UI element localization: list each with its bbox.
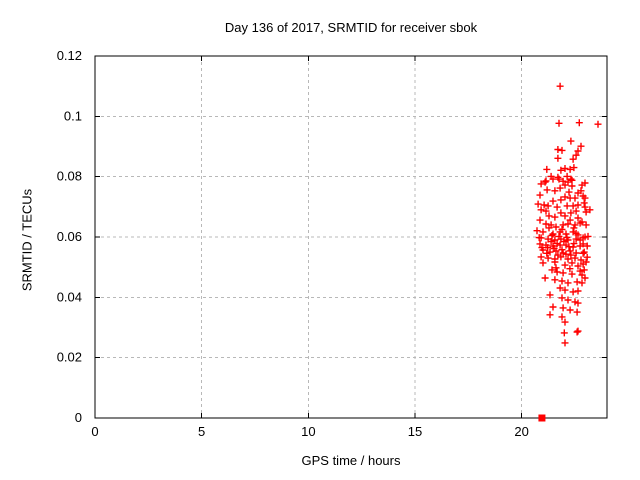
- svg-text:20: 20: [514, 424, 528, 439]
- axes-border: [94, 55, 608, 419]
- y-axis-label: SRMTID / TECUs: [19, 188, 35, 292]
- series-axis-flag: [538, 414, 546, 422]
- svg-text:0.06: 0.06: [57, 229, 82, 244]
- grid-lines: [95, 56, 607, 418]
- svg-text:5: 5: [198, 424, 205, 439]
- svg-text:0.12: 0.12: [57, 48, 82, 63]
- svg-text:0.1: 0.1: [64, 108, 82, 123]
- y-tick-labels: 0 0.02 0.04 0.06 0.08 0.1 0.12: [57, 48, 82, 425]
- svg-text:15: 15: [408, 424, 422, 439]
- svg-text:0.02: 0.02: [57, 350, 82, 365]
- svg-text:0.08: 0.08: [57, 169, 82, 184]
- svg-text:10: 10: [301, 424, 315, 439]
- svg-text:0.04: 0.04: [57, 289, 82, 304]
- x-axis-label: GPS time / hours: [301, 453, 401, 468]
- x-tick-labels: 0 5 10 15 20: [91, 424, 529, 439]
- svg-text:0: 0: [75, 410, 82, 425]
- series-srmtid-values: [533, 82, 602, 347]
- chart-title: Day 136 of 2017, SRMTID for receiver sbo…: [224, 20, 478, 35]
- svg-text:0: 0: [91, 424, 98, 439]
